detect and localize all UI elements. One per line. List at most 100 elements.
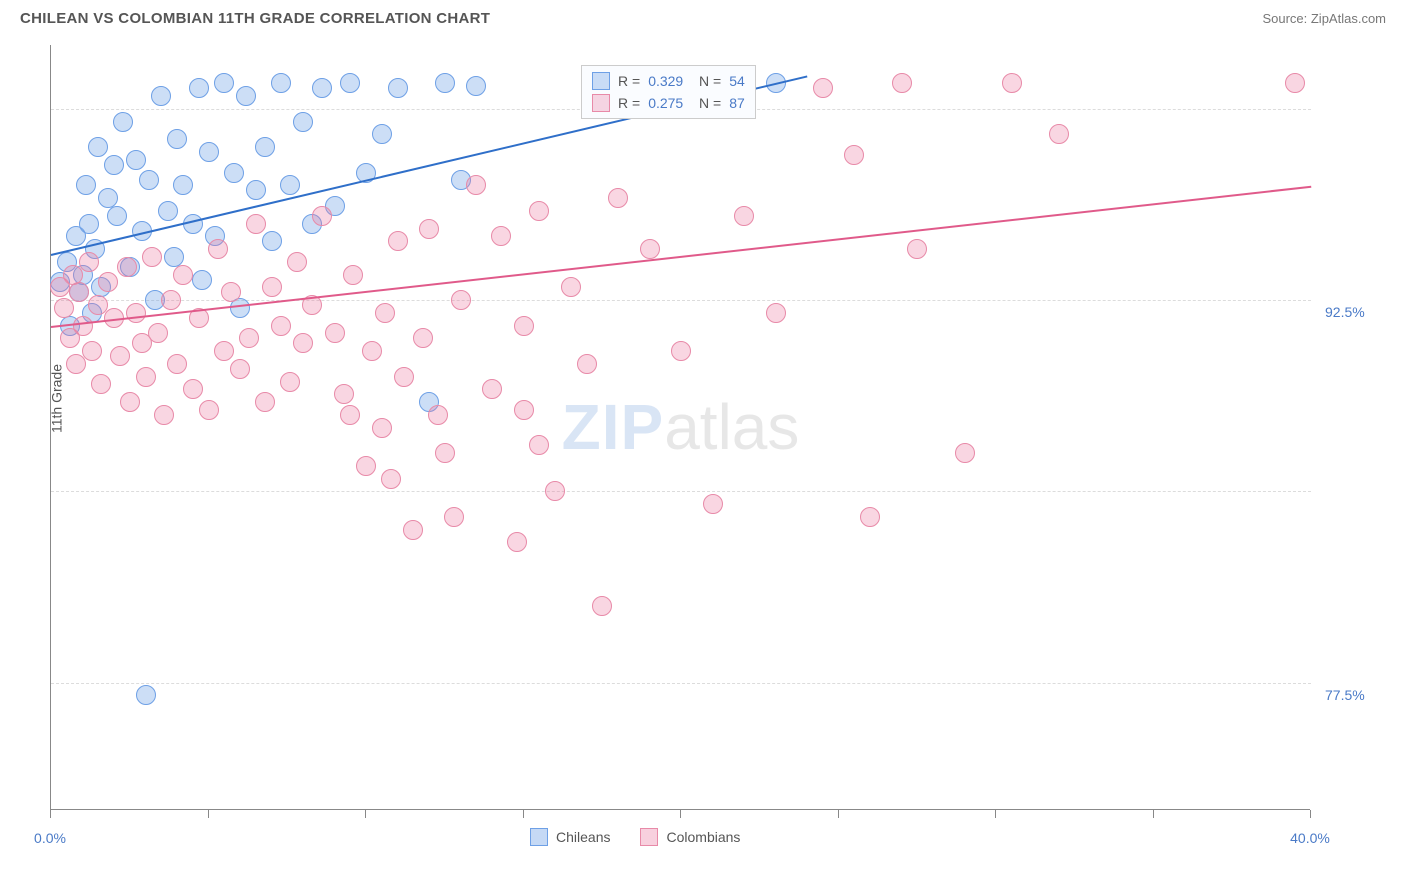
- scatter-point: [280, 372, 300, 392]
- x-tick: [1153, 810, 1154, 818]
- scatter-point: [136, 367, 156, 387]
- scatter-point: [126, 150, 146, 170]
- scatter-point: [192, 270, 212, 290]
- scatter-point: [126, 303, 146, 323]
- legend-item: Colombians: [640, 828, 740, 846]
- chart-source: Source: ZipAtlas.com: [1262, 11, 1386, 26]
- scatter-point: [312, 78, 332, 98]
- stats-r-value: 0.275: [648, 95, 683, 111]
- bottom-legend: Chileans Colombians: [530, 828, 740, 846]
- x-tick: [995, 810, 996, 818]
- scatter-point: [1049, 124, 1069, 144]
- scatter-point: [435, 73, 455, 93]
- scatter-point: [139, 170, 159, 190]
- scatter-point: [340, 405, 360, 425]
- scatter-point: [117, 257, 137, 277]
- scatter-point: [161, 290, 181, 310]
- legend-label: Chileans: [556, 829, 610, 845]
- scatter-point: [529, 435, 549, 455]
- stats-n-label: N =: [691, 95, 721, 111]
- scatter-point: [79, 252, 99, 272]
- scatter-point: [224, 163, 244, 183]
- scatter-point: [167, 129, 187, 149]
- scatter-point: [388, 231, 408, 251]
- scatter-point: [362, 341, 382, 361]
- scatter-point: [381, 469, 401, 489]
- stats-r-label: R =: [618, 73, 640, 89]
- scatter-point: [142, 247, 162, 267]
- scatter-point: [236, 86, 256, 106]
- scatter-point: [312, 206, 332, 226]
- scatter-point: [419, 219, 439, 239]
- scatter-point: [907, 239, 927, 259]
- scatter-point: [482, 379, 502, 399]
- scatter-point: [372, 124, 392, 144]
- x-tick: [208, 810, 209, 818]
- scatter-point: [98, 272, 118, 292]
- scatter-point: [561, 277, 581, 297]
- scatter-point: [221, 282, 241, 302]
- scatter-point: [76, 175, 96, 195]
- legend-label: Colombians: [666, 829, 740, 845]
- chart-header: CHILEAN VS COLOMBIAN 11TH GRADE CORRELAT…: [0, 0, 1406, 35]
- scatter-point: [514, 400, 534, 420]
- scatter-point: [507, 532, 527, 552]
- scatter-point: [262, 277, 282, 297]
- x-tick: [1310, 810, 1311, 818]
- stats-r-value: 0.329: [648, 73, 683, 89]
- scatter-point: [466, 175, 486, 195]
- scatter-point: [287, 252, 307, 272]
- scatter-point: [293, 333, 313, 353]
- y-tick-label: 92.5%: [1325, 304, 1365, 320]
- scatter-point: [529, 201, 549, 221]
- legend-swatch: [530, 828, 548, 846]
- scatter-point: [592, 596, 612, 616]
- x-tick-label: 0.0%: [34, 830, 66, 846]
- scatter-point: [113, 112, 133, 132]
- scatter-point: [343, 265, 363, 285]
- chart-title: CHILEAN VS COLOMBIAN 11TH GRADE CORRELAT…: [20, 10, 490, 27]
- scatter-point: [577, 354, 597, 374]
- scatter-point: [199, 142, 219, 162]
- scatter-point: [82, 341, 102, 361]
- x-tick: [838, 810, 839, 818]
- scatter-point: [214, 341, 234, 361]
- scatter-point: [271, 73, 291, 93]
- scatter-point: [104, 155, 124, 175]
- scatter-point: [955, 443, 975, 463]
- scatter-point: [671, 341, 691, 361]
- scatter-point: [325, 323, 345, 343]
- scatter-point: [375, 303, 395, 323]
- scatter-point: [73, 316, 93, 336]
- scatter-point: [892, 73, 912, 93]
- x-tick: [50, 810, 51, 818]
- scatter-point: [334, 384, 354, 404]
- scatter-point: [91, 374, 111, 394]
- scatter-point: [372, 418, 392, 438]
- scatter-point: [491, 226, 511, 246]
- trend-line: [51, 185, 1311, 327]
- scatter-point: [1285, 73, 1305, 93]
- scatter-point: [545, 481, 565, 501]
- scatter-point: [189, 78, 209, 98]
- scatter-point: [88, 137, 108, 157]
- scatter-point: [136, 685, 156, 705]
- chart-container: 11th Grade ZIPatlas R = 0.329 N = 54R = …: [50, 45, 1380, 835]
- scatter-point: [246, 214, 266, 234]
- scatter-point: [844, 145, 864, 165]
- watermark-atlas: atlas: [664, 391, 799, 463]
- scatter-point: [356, 456, 376, 476]
- scatter-point: [388, 78, 408, 98]
- gridline: [51, 683, 1311, 684]
- scatter-point: [640, 239, 660, 259]
- gridline: [51, 491, 1311, 492]
- stats-r-label: R =: [618, 95, 640, 111]
- x-tick: [680, 810, 681, 818]
- scatter-point: [271, 316, 291, 336]
- watermark: ZIPatlas: [562, 390, 800, 464]
- scatter-point: [183, 379, 203, 399]
- scatter-point: [230, 359, 250, 379]
- scatter-point: [110, 346, 130, 366]
- stats-swatch: [592, 94, 610, 112]
- stats-box: R = 0.329 N = 54R = 0.275 N = 87: [581, 65, 756, 119]
